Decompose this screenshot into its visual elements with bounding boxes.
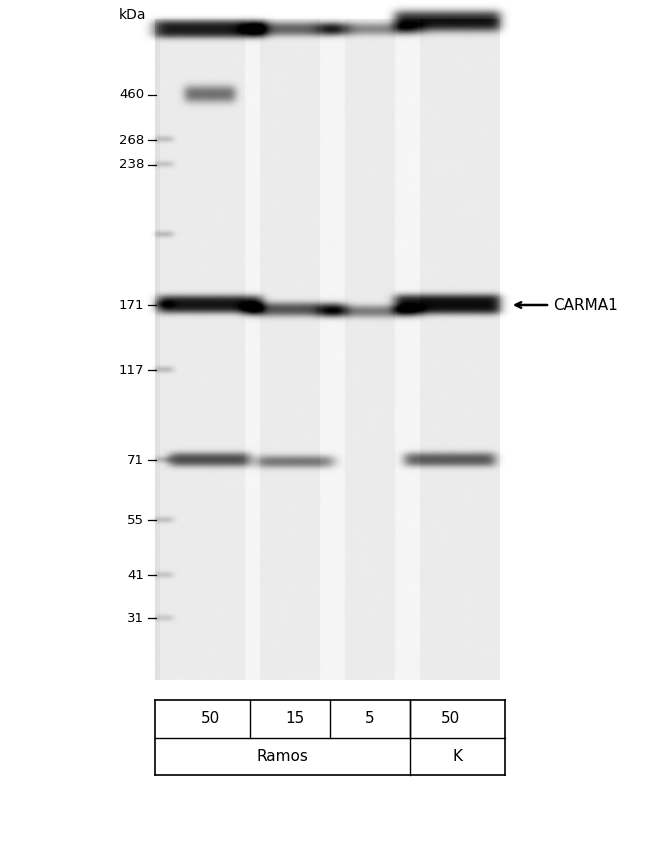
- Text: 171: 171: [118, 298, 144, 311]
- Text: 117: 117: [118, 363, 144, 376]
- Text: 31: 31: [127, 611, 144, 624]
- Text: 55: 55: [127, 514, 144, 527]
- Text: 41: 41: [127, 569, 144, 581]
- Text: 50: 50: [441, 711, 460, 726]
- Text: 50: 50: [200, 711, 220, 726]
- Text: kDa: kDa: [118, 8, 146, 22]
- Text: 268: 268: [119, 133, 144, 146]
- Text: 5: 5: [365, 711, 375, 726]
- Text: K: K: [452, 749, 463, 764]
- Text: CARMA1: CARMA1: [553, 298, 618, 312]
- Text: Ramos: Ramos: [257, 749, 309, 764]
- Text: 238: 238: [118, 158, 144, 172]
- Text: 71: 71: [127, 453, 144, 467]
- Text: 15: 15: [285, 711, 305, 726]
- Text: 460: 460: [119, 89, 144, 102]
